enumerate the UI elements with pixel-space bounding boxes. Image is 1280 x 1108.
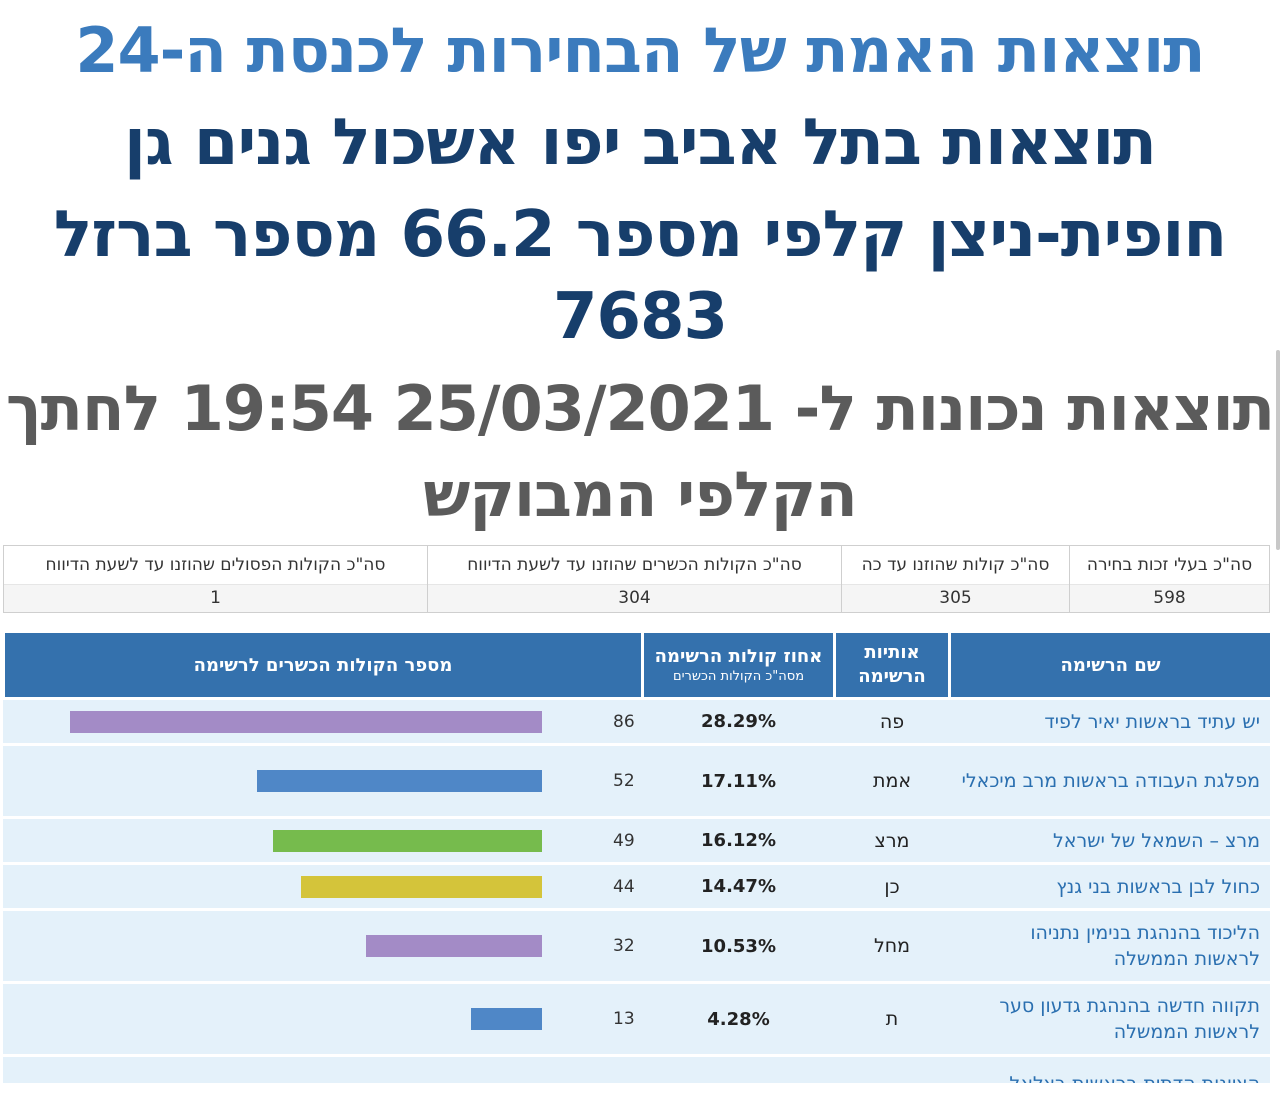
vote-bar [471,1008,542,1030]
vote-count-value: 49 [613,830,635,851]
header-list-letters: אותיות הרשימה [836,633,948,697]
vote-count-value: 32 [613,936,635,956]
header-label: מספר הקולות הכשרים לרשימה [193,654,453,676]
header-label: אותיות הרשימה [858,642,926,687]
results-rows: יש עתיד בראשות יאיר לפיד פה 28.29% 86 מפלגת … [3,700,1270,1083]
list-name-cell: הליכוד בהנהגת בנימין נתניהו לראשות הממשל… [951,911,1270,981]
vote-percent-cell: 17.11% [644,746,833,816]
list-name-cell: מרצ – השמאל של ישראל [951,819,1270,862]
summary-value: 304 [428,584,841,612]
list-name-cell: כחול לבן בראשות בני גנץ [951,865,1270,908]
vote-percent-cell: 16.12% [644,819,833,862]
table-row: מרצ – השמאל של ישראל מרצ 16.12% 49 [3,819,1270,862]
ballot-subtitle-line2: חופית-ניצן קלפי מספר 66.2 מספר ברזל [53,198,1228,272]
summary-table: סה"כ בעלי זכות בחירה 598 סה"כ קולות שהוז… [3,545,1270,613]
vote-count-value: 44 [613,876,635,897]
list-letters-cell: מרצ [836,819,948,862]
vote-count-value: 86 [613,711,635,732]
summary-label: סה"כ הקולות הכשרים שהוזנו עד לשעת הדיווח [428,546,841,584]
header-label: שם הרשימה [1060,654,1161,676]
table-row: הליכוד בהנהגת בנימין נתניהו לראשות הממשל… [3,911,1270,981]
list-name-cell: תקווה חדשה בהנהגת גדעון סער לראשות הממשל… [951,984,1270,1054]
vote-count-cell: 86 [5,700,641,743]
vote-count-cell [5,1057,641,1083]
vote-count-value: 52 [613,771,635,791]
list-letters-cell [836,1057,948,1083]
results-table: שם הרשימה אותיות הרשימה אחוז קולות הרשימ… [3,633,1270,1083]
results-table-header: שם הרשימה אותיות הרשימה אחוז קולות הרשימ… [3,633,1270,697]
vote-bar [366,935,542,957]
vote-count-cell: 32 [5,911,641,981]
vote-percent-cell: 28.29% [644,700,833,743]
page-title: תוצאות האמת של הבחירות לכנסת ה-24 [75,14,1205,87]
table-row: מפלגת העבודה בראשות מרב מיכאלי אמת 17.11% 5… [3,746,1270,816]
header-vote-count: מספר הקולות הכשרים לרשימה [5,633,641,697]
list-letters-cell: אמת [836,746,948,816]
table-row: כחול לבן בראשות בני גנץ כן 14.47% 44 [3,865,1270,908]
summary-value: 305 [842,584,1069,612]
header-list-name: שם הרשימה [951,633,1270,697]
summary-cell-eligible: סה"כ בעלי זכות בחירה 598 [1069,546,1269,612]
vote-count-cell: 49 [5,819,641,862]
list-name-cell: מפלגת העבודה בראשות מרב מיכאלי [951,746,1270,816]
header-sublabel: מסה"כ הקולות הכשרים [672,669,805,684]
summary-cell-invalid: סה"כ הקולות הפסולים שהוזנו עד לשעת הדיוו… [4,546,427,612]
vote-count-cell: 52 [5,746,641,816]
updated-at-line2: הקלפי המבוקש [423,458,858,531]
summary-value: 1 [4,584,427,612]
vote-percent-cell: 4.28% [644,984,833,1054]
list-letters-cell: פה [836,700,948,743]
list-letters-cell: כן [836,865,948,908]
vote-percent-cell [644,1057,833,1083]
ballot-subtitle-line1: תוצאות בתל אביב יפו אשכול גנים גן [124,106,1157,180]
summary-cell-entered: סה"כ קולות שהוזנו עד כה 305 [841,546,1069,612]
vote-count-cell: 13 [5,984,641,1054]
table-row: תקווה חדשה בהנהגת גדעון סער לראשות הממשל… [3,984,1270,1054]
summary-label: סה"כ בעלי זכות בחירה [1070,546,1269,584]
list-name-cell: הציונות הדתית בראשות בצלאל [951,1057,1270,1083]
vote-percent-cell: 10.53% [644,911,833,981]
summary-label: סה"כ הקולות הפסולים שהוזנו עד לשעת הדיוו… [4,546,427,584]
vote-bar [301,875,542,898]
list-letters-cell: מחל [836,911,948,981]
vote-bar [273,829,542,852]
header-vote-percent: אחוז קולות הרשימה מסה"כ הקולות הכשרים [644,633,833,697]
vote-percent-cell: 14.47% [644,865,833,908]
vote-count-value: 13 [613,1009,635,1029]
table-row: יש עתיד בראשות יאיר לפיד פה 28.29% 86 [3,700,1270,743]
vote-bar [70,710,542,733]
header-label: אחוז קולות הרשימה [654,646,823,667]
list-letters-cell: ת [836,984,948,1054]
vote-count-cell: 44 [5,865,641,908]
vote-bar [257,770,542,792]
scrollbar[interactable] [1276,350,1280,550]
list-name-cell: יש עתיד בראשות יאיר לפיד [951,700,1270,743]
ballot-subtitle-line3: 7683 [552,280,728,354]
updated-at-line1: תוצאות נכונות ל- 25/03/2021 19:54 לחתך [5,372,1275,445]
table-row: הציונות הדתית בראשות בצלאל [3,1057,1270,1083]
summary-value: 598 [1070,584,1269,612]
summary-label: סה"כ קולות שהוזנו עד כה [842,546,1069,584]
summary-cell-valid: סה"כ הקולות הכשרים שהוזנו עד לשעת הדיווח… [427,546,841,612]
